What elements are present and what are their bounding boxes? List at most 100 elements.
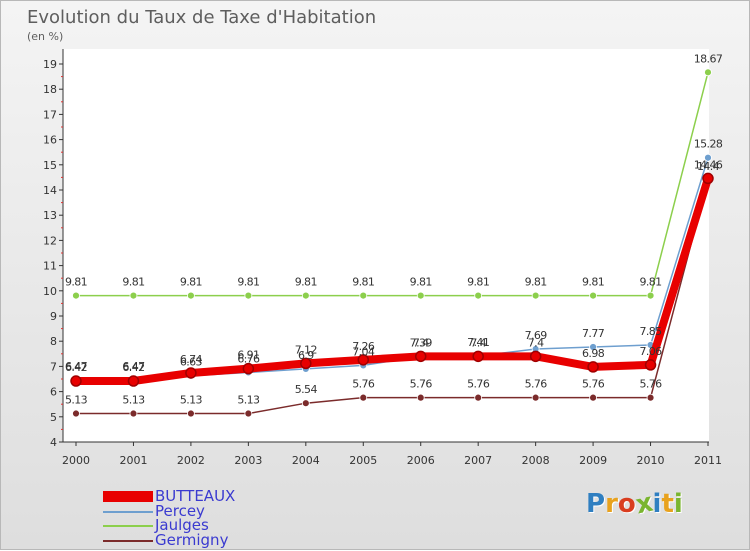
data-label: 5.13 xyxy=(65,394,88,407)
data-point xyxy=(359,393,368,402)
x-tick-label: 2001 xyxy=(119,454,147,467)
y-axis-unit-label: (en %) xyxy=(27,30,64,43)
data-label: 9.81 xyxy=(582,276,604,289)
y-tick-label: 17 xyxy=(43,108,57,121)
data-point xyxy=(244,291,253,300)
x-tick-label: 2006 xyxy=(407,454,435,467)
data-label: 7.4 xyxy=(470,336,486,349)
data-label: 6.63 xyxy=(180,356,203,369)
y-tick-label: 19 xyxy=(43,58,57,71)
data-label: 9.81 xyxy=(639,276,661,289)
data-label: 6.42 xyxy=(65,361,87,374)
data-label: 5.76 xyxy=(467,378,490,391)
data-label: 9.81 xyxy=(237,276,259,289)
data-point xyxy=(704,153,712,162)
data-label: 9.81 xyxy=(467,276,489,289)
data-label: 5.76 xyxy=(352,378,375,391)
data-point xyxy=(70,375,82,387)
data-point xyxy=(301,399,310,408)
data-point xyxy=(244,409,253,418)
series-line-butteaux xyxy=(72,174,712,386)
data-label: 6.98 xyxy=(582,347,605,360)
x-tick-label: 2009 xyxy=(579,454,607,467)
data-label: 15.28 xyxy=(694,138,723,151)
data-point xyxy=(359,291,368,300)
data-label: 6.74 xyxy=(180,353,203,366)
x-tick-label: 2004 xyxy=(292,454,320,467)
x-tick-label: 2005 xyxy=(349,454,377,467)
data-label: 6.76 xyxy=(237,352,260,365)
data-label: 5.76 xyxy=(410,378,433,391)
data-point xyxy=(646,291,655,300)
data-point xyxy=(300,357,312,370)
x-tick-label: 2000 xyxy=(62,454,90,467)
data-label: 18.67 xyxy=(694,52,723,65)
data-label: 7.41 xyxy=(467,336,489,349)
data-label: 7.69 xyxy=(525,329,548,342)
data-label: 5.76 xyxy=(525,378,548,391)
chart-title: Evolution du Taux de Taxe d'Habitation xyxy=(27,7,377,28)
legend-swatch xyxy=(103,539,153,542)
data-label: 7.39 xyxy=(410,337,433,350)
data-point xyxy=(129,291,138,300)
data-label: 7.4 xyxy=(528,336,544,349)
series-line-jaulges xyxy=(75,71,709,297)
data-label: 5.13 xyxy=(180,394,203,407)
data-label: 7.06 xyxy=(639,345,662,358)
data-point xyxy=(301,291,310,300)
y-tick-label: 15 xyxy=(43,159,57,172)
data-label: 6.47 xyxy=(65,360,88,373)
data-label: 7.85 xyxy=(639,325,662,338)
data-label: 14.46 xyxy=(694,158,723,171)
y-tick-label: 11 xyxy=(43,260,57,273)
legend-label: Germigny xyxy=(155,530,229,549)
x-tick-label: 2002 xyxy=(177,454,205,467)
data-point xyxy=(416,291,425,300)
plot-area xyxy=(63,49,709,442)
y-tick-label: 13 xyxy=(43,209,57,222)
legend-swatch xyxy=(103,510,153,513)
y-tick-label: 10 xyxy=(43,285,57,298)
data-label: 9.81 xyxy=(525,276,547,289)
data-point xyxy=(589,343,597,351)
data-point xyxy=(644,359,657,371)
data-label: 6.47 xyxy=(122,360,145,373)
series-line-germigny xyxy=(75,179,709,415)
x-tick-label: 2007 xyxy=(464,454,492,467)
data-point xyxy=(185,367,197,379)
y-tick-label: 16 xyxy=(43,134,57,147)
data-point xyxy=(531,393,540,402)
data-point xyxy=(357,354,370,366)
data-label: 9.81 xyxy=(352,276,374,289)
proxiti-logo: Proxiti xyxy=(586,487,683,521)
data-label: 7.26 xyxy=(352,340,375,353)
data-point xyxy=(589,291,597,300)
data-label: 6.91 xyxy=(237,349,259,362)
data-point xyxy=(187,409,195,418)
data-point xyxy=(474,291,483,300)
data-point xyxy=(414,350,427,363)
data-point xyxy=(589,393,597,402)
data-label: 5.76 xyxy=(582,378,605,391)
y-tick-label: 7 xyxy=(50,360,57,373)
data-point xyxy=(129,409,138,418)
data-point xyxy=(587,361,599,373)
data-label: 7.4 xyxy=(413,336,429,349)
data-label: 9.81 xyxy=(180,276,202,289)
data-point xyxy=(474,393,483,402)
data-label: 9.81 xyxy=(122,276,144,289)
x-tick-label: 2003 xyxy=(234,454,262,467)
y-tick-label: 4 xyxy=(50,436,57,449)
data-point xyxy=(187,291,195,300)
x-tick-label: 2008 xyxy=(522,454,550,467)
data-point xyxy=(702,172,714,185)
y-tick-label: 12 xyxy=(43,234,57,247)
data-point xyxy=(529,350,542,363)
data-point xyxy=(242,362,255,375)
y-tick-label: 18 xyxy=(43,83,57,96)
data-label: 9.81 xyxy=(65,276,87,289)
data-label: 5.13 xyxy=(122,394,145,407)
data-point xyxy=(127,375,140,387)
